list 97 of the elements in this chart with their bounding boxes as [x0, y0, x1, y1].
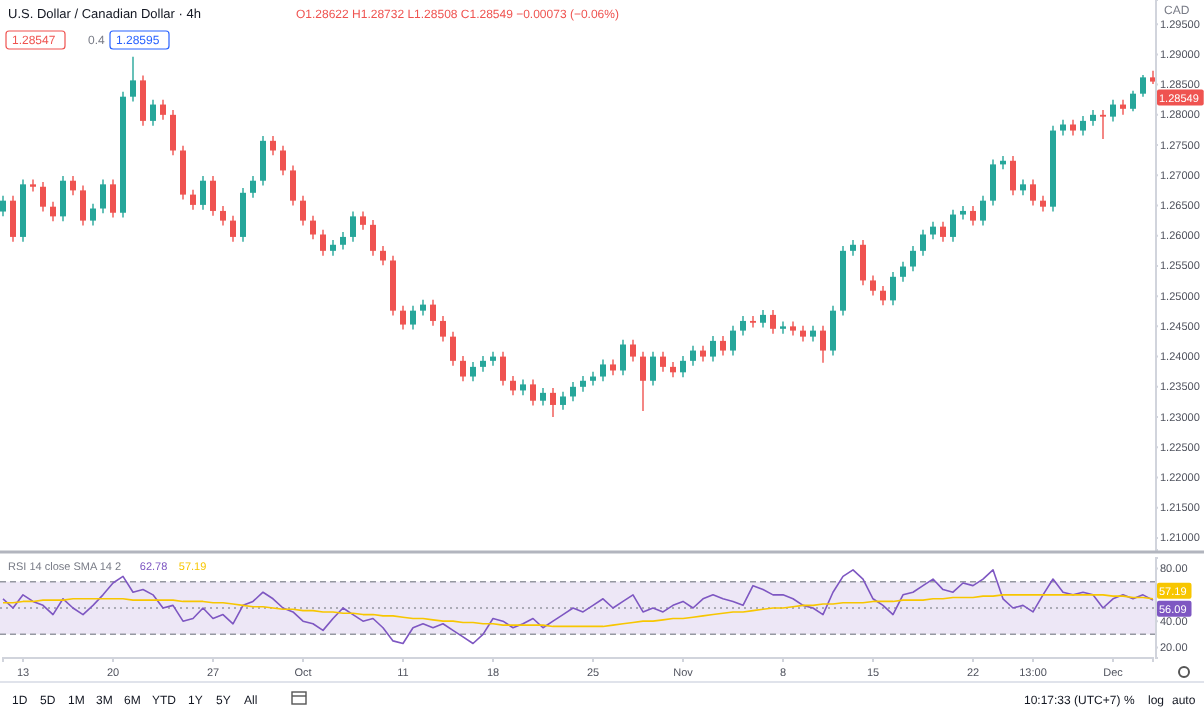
- candlestick: [60, 175, 66, 222]
- candlestick: [500, 351, 506, 387]
- candlestick: [270, 135, 276, 157]
- candlestick: [1130, 89, 1136, 112]
- candlestick: [720, 335, 726, 357]
- candlestick: [80, 184, 86, 227]
- candlestick: [140, 74, 146, 127]
- candlestick: [920, 228, 926, 257]
- candlestick: [350, 210, 356, 243]
- candlestick: [950, 209, 956, 243]
- candlestick: [230, 215, 236, 243]
- candlestick: [890, 271, 896, 306]
- candlestick: [1110, 99, 1116, 123]
- candlestick: [560, 390, 566, 411]
- candlestick: [450, 331, 456, 367]
- candlestick: [730, 325, 736, 357]
- candlestick: [1080, 115, 1086, 137]
- candlestick: [330, 239, 336, 257]
- candlestick: [630, 338, 636, 363]
- candlestick: [400, 305, 406, 331]
- candlestick: [210, 175, 216, 217]
- candlestick: [280, 144, 286, 176]
- candlestick: [860, 239, 866, 286]
- candlestick: [680, 355, 686, 378]
- candlestick: [170, 109, 176, 157]
- candlestick: [110, 178, 116, 219]
- candlestick: [550, 387, 556, 418]
- candlestick: [1140, 74, 1146, 98]
- candlestick: [580, 375, 586, 393]
- candlestick: [770, 309, 776, 335]
- candlestick: [980, 195, 986, 227]
- candlestick: [510, 375, 516, 396]
- candlestick: [410, 305, 416, 331]
- candlestick: [670, 361, 676, 378]
- line-series: [2, 594, 1154, 628]
- candlestick: [620, 338, 626, 377]
- candlestick: [260, 135, 266, 187]
- candlestick: [250, 175, 256, 199]
- line-series: [2, 569, 1154, 645]
- candlestick: [1090, 109, 1096, 127]
- candlestick: [1030, 178, 1036, 207]
- candlestick: [530, 378, 536, 407]
- candlestick: [150, 99, 156, 127]
- candlestick: [290, 164, 296, 207]
- candlestick: [820, 325, 826, 364]
- candlestick: [660, 351, 666, 373]
- candlestick: [430, 299, 436, 327]
- candlestick: [160, 99, 166, 121]
- candlestick: [40, 181, 46, 213]
- candlestick: [470, 361, 476, 383]
- candlestick: [1100, 109, 1106, 140]
- candlestick: [130, 56, 136, 103]
- candlestick: [380, 245, 386, 267]
- candlestick: [70, 175, 76, 196]
- candlestick: [880, 285, 886, 306]
- candlestick: [180, 144, 186, 201]
- candlestick: [370, 219, 376, 257]
- candlestick: [50, 201, 56, 222]
- candlestick: [10, 195, 16, 243]
- candlestick: [570, 381, 576, 403]
- candlestick: [240, 187, 246, 243]
- candlestick: [640, 351, 646, 412]
- candlestick: [750, 315, 756, 329]
- candlestick: [910, 245, 916, 273]
- candlestick: [100, 178, 106, 215]
- candlestick: [1120, 99, 1126, 116]
- candlestick: [650, 351, 656, 387]
- candlestick: [740, 315, 746, 337]
- candlestick: [200, 175, 206, 211]
- candlestick: [940, 221, 946, 243]
- candlestick: [90, 202, 96, 227]
- candlestick: [480, 355, 486, 373]
- candlestick: [990, 158, 996, 207]
- candlestick: [1040, 195, 1046, 213]
- candlestick: [300, 195, 306, 227]
- candlestick: [190, 189, 196, 211]
- candlestick: [690, 345, 696, 367]
- candlestick: [710, 335, 716, 363]
- candlestick: [320, 228, 326, 257]
- candlestick: [830, 305, 836, 357]
- candlestick: [870, 274, 876, 297]
- candlestick: [600, 358, 606, 383]
- candlestick: [440, 315, 446, 343]
- candlestick: [900, 261, 906, 283]
- candlestick: [310, 215, 316, 241]
- candlestick: [960, 205, 966, 221]
- candlestick: [490, 351, 496, 367]
- candlestick: [1010, 155, 1016, 196]
- candlestick: [780, 320, 786, 335]
- candlestick: [220, 205, 226, 227]
- candlestick: [970, 205, 976, 227]
- candlestick: [460, 355, 466, 383]
- candlestick: [30, 178, 36, 193]
- candlestick: [850, 239, 856, 257]
- candlestick: [360, 210, 366, 231]
- candlestick: [0, 195, 6, 218]
- candlestick: [590, 371, 596, 387]
